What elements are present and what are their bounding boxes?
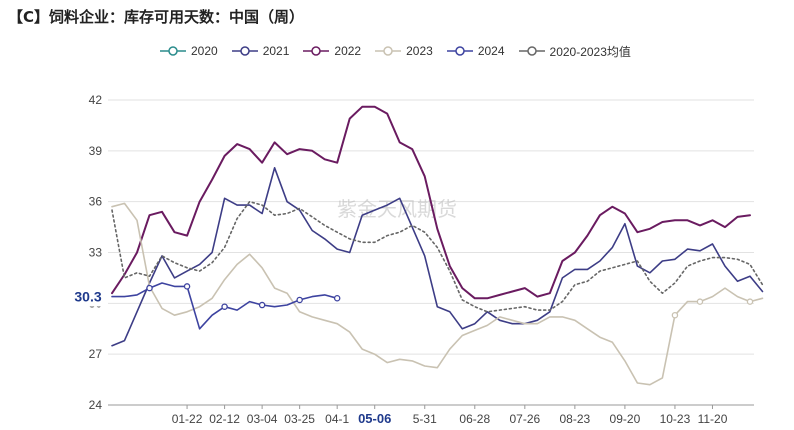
y-tick-label: 42	[89, 93, 103, 107]
legend: 2020 2021 2022 2023 2024 2020-2023均值	[160, 42, 631, 60]
legend-swatch-icon	[303, 46, 330, 56]
legend-label: 2021	[262, 44, 290, 58]
y-tick-label: 39	[89, 144, 103, 158]
legend-item-2024[interactable]: 2024	[446, 44, 505, 58]
legend-label: 2022	[334, 44, 362, 58]
chart-title: 【C】饲料企业：库存可用天数：中国（周）	[8, 8, 305, 26]
legend-swatch-marker	[526, 46, 537, 56]
x-tick-label: 5-31	[413, 412, 437, 426]
series-marker-2023	[671, 311, 679, 319]
legend-swatch-marker	[239, 46, 250, 56]
legend-swatch-marker	[383, 46, 393, 56]
legend-swatch-icon	[446, 46, 473, 56]
legend-label: 2020-2023均值	[549, 44, 631, 59]
series-line-2022	[111, 105, 751, 300]
y-tick-label: 36	[89, 195, 103, 209]
legend-item-2020-2023均值[interactable]: 2020-2023均值	[518, 43, 631, 60]
x-tick-label: 03-25	[284, 412, 315, 426]
legend-swatch-marker	[311, 46, 322, 56]
legend-swatch-marker	[455, 46, 465, 56]
x-tick-label: 04-1	[325, 412, 349, 426]
x-tick-label: 02-12	[209, 412, 240, 426]
legend-label: 2024	[477, 44, 505, 58]
x-tick-label: 06-28	[459, 412, 490, 426]
legend-label: 2020	[191, 44, 218, 58]
series-marker-2024	[146, 284, 153, 292]
series-marker-2024	[221, 303, 228, 310]
legend-item-2023[interactable]: 2023	[375, 44, 433, 58]
legend-item-2021[interactable]: 2021	[231, 44, 290, 58]
series-marker-2024	[258, 301, 266, 309]
y-tick-label: 24	[89, 398, 103, 412]
x-tick-label: 08-23	[560, 412, 591, 426]
series-marker-2023	[746, 298, 754, 305]
series-marker-2023	[696, 298, 704, 305]
series-line-2023	[111, 202, 764, 386]
y-tick-label: 33	[89, 246, 103, 260]
x-tick-label: 01-22	[172, 412, 203, 426]
series-marker-2024	[183, 283, 191, 290]
x-tick-label: 03-04	[247, 412, 278, 426]
legend-swatch-icon	[160, 46, 186, 56]
x-tick-label: 05-06	[358, 411, 391, 426]
legend-swatch-marker	[168, 46, 178, 56]
current-value-box	[70, 286, 106, 307]
current-value-label: 30.3	[74, 289, 101, 305]
x-tick-label: 10-23	[660, 412, 691, 426]
legend-swatch-icon	[375, 46, 402, 56]
y-tick-label: 27	[89, 347, 103, 361]
watermark: 紫金天风期货	[337, 197, 457, 221]
legend-item-2020[interactable]: 2020	[160, 44, 218, 58]
legend-label: 2023	[406, 44, 433, 58]
x-tick-label: 07-26	[509, 412, 540, 426]
legend-swatch-icon	[518, 46, 545, 56]
legend-swatch-icon	[231, 46, 258, 56]
x-tick-label: 09-20	[610, 412, 641, 426]
series-line-2021	[111, 167, 764, 347]
series-line-2020-2023均值	[111, 200, 764, 313]
series-marker-2024	[296, 296, 303, 304]
series-marker-2024	[333, 294, 341, 302]
legend-item-2022[interactable]: 2022	[303, 44, 361, 58]
x-tick-label: 11-20	[698, 412, 728, 426]
